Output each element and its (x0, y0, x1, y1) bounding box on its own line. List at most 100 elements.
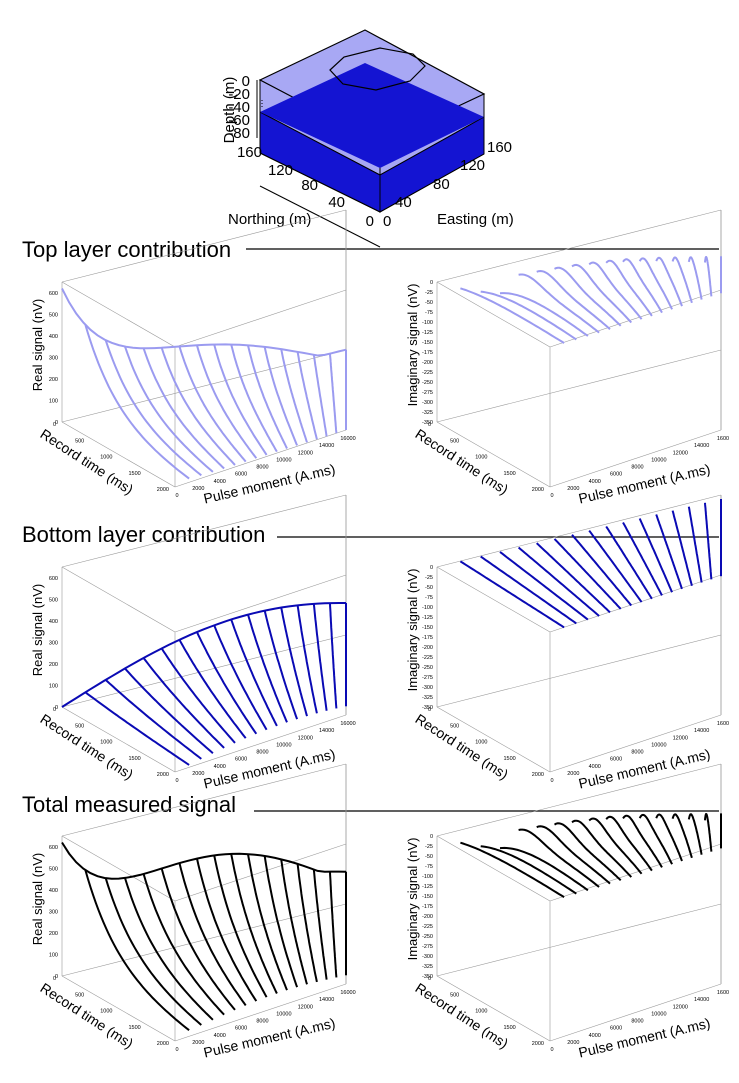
z-tick-label: 400 (49, 888, 58, 894)
box-edge (549, 289, 722, 348)
box-edge (436, 975, 551, 1042)
model-block: Depth (m) 0 -20 -40 -60 -80 160 120 80 4… (221, 29, 514, 248)
series-line (84, 869, 190, 1031)
box-edge (174, 983, 347, 1042)
northing-tick-2: 80 (301, 177, 318, 194)
box-edge (174, 714, 347, 773)
z-tick-label: -100 (422, 320, 433, 326)
z-axis-label: Real signal (nV) (30, 853, 45, 946)
q-tick-label: 0 (175, 493, 178, 499)
series-line (460, 841, 565, 898)
series-line (263, 346, 299, 446)
q-tick-label: 8000 (256, 750, 268, 756)
z-tick-label: -175 (422, 904, 433, 910)
z-tick-label: -325 (422, 964, 433, 970)
q-tick-label: 12000 (298, 450, 313, 456)
z-tick-label: 0 (55, 420, 58, 426)
series-line (230, 619, 278, 727)
series-line (178, 346, 247, 463)
t-tick-label: 0 (53, 422, 56, 428)
box-edge (436, 209, 722, 283)
z-axis-label: Real signal (nV) (30, 299, 45, 392)
q-tick-label: 0 (550, 493, 553, 499)
series-line (312, 869, 328, 980)
q-tick-label: 6000 (235, 1026, 247, 1032)
z-tick-label: -75 (425, 864, 433, 870)
box-edge (436, 566, 551, 633)
series-line (247, 854, 288, 991)
series-line (196, 631, 258, 735)
z-tick-label: -250 (422, 934, 433, 940)
box-edge (61, 566, 176, 633)
box-edge (549, 714, 722, 773)
t-tick-label: 500 (75, 992, 84, 998)
easting-tick-2: 80 (433, 176, 450, 193)
z-tick-label: -300 (422, 954, 433, 960)
model-octagon (329, 47, 426, 91)
t-tick-label: 2000 (532, 772, 544, 778)
easting-tick-4: 160 (487, 139, 512, 156)
z-tick-label: -175 (422, 635, 433, 641)
z-tick-label: -50 (425, 300, 433, 306)
t-tick-label: 1500 (504, 471, 516, 477)
t-tick-label: 2000 (157, 772, 169, 778)
depth-tick-4: -80 (228, 125, 250, 142)
northing-tick-4: 0 (366, 213, 374, 230)
series-line (104, 339, 202, 477)
depth-tick-0: 0 (242, 73, 250, 90)
northing-tick-3: 40 (328, 194, 345, 211)
z-tick-label: -225 (422, 924, 433, 930)
z-tick-label: -225 (422, 655, 433, 661)
z-tick-label: 300 (49, 640, 58, 646)
section-title-total: Total measured signal (22, 792, 236, 817)
q-tick-label: 12000 (673, 1004, 688, 1010)
box-edge (61, 281, 176, 348)
box-edge (549, 983, 722, 1042)
q-tick-label: 12000 (298, 735, 313, 741)
series-line (638, 518, 674, 593)
q-tick-label: 12000 (673, 735, 688, 741)
z-tick-label: 100 (49, 398, 58, 404)
q-tick-label: 1600 (717, 990, 729, 996)
box-edge (174, 843, 347, 902)
series-line (554, 822, 622, 882)
q-tick-label: 10000 (651, 742, 666, 748)
q-tick-label: 6000 (610, 472, 622, 478)
series-line (329, 871, 338, 978)
t-tick-label: 2000 (532, 1041, 544, 1047)
series-line (588, 529, 643, 603)
q-tick-label: 8000 (631, 750, 643, 756)
series-line (124, 877, 214, 1021)
z-tick-label: -250 (422, 665, 433, 671)
series-line (160, 647, 236, 744)
series-line (638, 257, 673, 310)
series-line (671, 510, 693, 586)
q-tick-label: 10000 (651, 457, 666, 463)
z-axis-label: Imaginary signal (nV) (405, 284, 420, 407)
t-tick-label: 1000 (475, 455, 487, 461)
q-tick-label: 14000 (694, 997, 709, 1003)
z-tick-label: 600 (49, 576, 58, 582)
t-tick-label: 1000 (100, 455, 112, 461)
q-tick-label: 2000 (567, 771, 579, 777)
z-tick-label: -150 (422, 340, 433, 346)
z-tick-label: -175 (422, 350, 433, 356)
box-edge (61, 763, 347, 837)
box-edge (174, 429, 347, 488)
series-line (622, 814, 663, 868)
z-tick-label: -275 (422, 390, 433, 396)
z-tick-label: -50 (425, 585, 433, 591)
box-edge (436, 281, 551, 348)
series-line (499, 846, 589, 892)
q-tick-label: 14000 (319, 728, 334, 734)
z-tick-label: -200 (422, 914, 433, 920)
q-tick-label: 8000 (631, 1019, 643, 1025)
q-tick-label: 6000 (235, 472, 247, 478)
t-tick-label: 0 (428, 422, 431, 428)
depth-tick-2: -40 (228, 99, 250, 116)
q-tick-label: 2000 (567, 486, 579, 492)
series-line (704, 502, 713, 580)
box-edge (436, 349, 722, 423)
z-tick-label: -300 (422, 400, 433, 406)
q-tick-label: 10000 (276, 742, 291, 748)
